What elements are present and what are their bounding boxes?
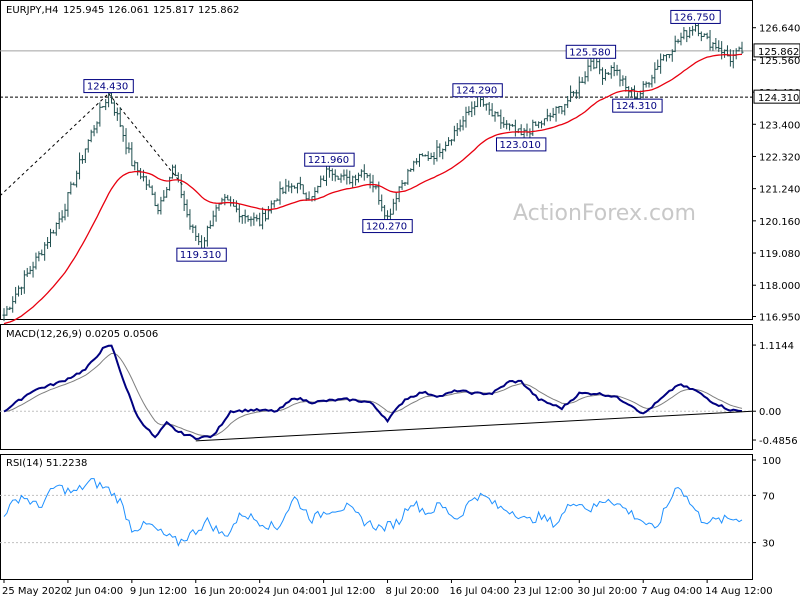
macd-trendline	[195, 410, 753, 442]
x-tick-label: 1 Jul 12:00	[322, 586, 376, 597]
pivot-label-box	[176, 247, 227, 262]
rsi-ytick-label: 30	[762, 539, 775, 550]
rsi-line	[3, 478, 743, 547]
trendline-dashed	[0, 93, 109, 197]
price-ytick-label: 118.000	[759, 281, 800, 292]
x-tick-label: 8 Jul 20:00	[386, 586, 440, 597]
pivot-label-box	[670, 9, 721, 24]
price-symbol-label: EURJPY,H4	[6, 5, 59, 16]
x-tick-label: 14 Aug 12:00	[705, 586, 772, 597]
x-tick-label: 16 Jun 20:00	[194, 586, 258, 597]
pivot-label-box	[362, 219, 413, 234]
rsi-ytick-label: 70	[762, 491, 775, 502]
x-tick-label: 16 Jul 04:00	[449, 586, 509, 597]
watermark: ActionForex.com	[513, 201, 696, 226]
pivot-label: 121.960	[308, 155, 349, 166]
macd-ytick-label: -0.4856	[759, 436, 798, 447]
rsi-layer	[0, 478, 752, 547]
x-tick-label: 9 Jun 12:00	[130, 586, 187, 597]
rsi-label: RSI(14) 51.2238	[6, 458, 87, 469]
price-panel-frame	[0, 0, 753, 320]
pivot-label: 124.290	[456, 86, 497, 97]
x-tick-label: 25 May 2020	[2, 586, 67, 597]
pivot-label-box	[83, 79, 134, 94]
pivot-label-box	[495, 137, 547, 152]
panel-frames	[0, 0, 753, 580]
header-value: 125.817	[153, 5, 194, 16]
rsi-panel-frame	[0, 454, 753, 580]
current-price-badge: 125.862	[758, 47, 799, 58]
pivot-label: 123.010	[499, 140, 540, 151]
pivot-label: 125.580	[569, 47, 610, 58]
rsi-ytick-label: 100	[762, 456, 781, 467]
pivot-label-box	[304, 152, 355, 167]
pivot-label-box	[452, 83, 503, 98]
support-badge: 124.310	[758, 93, 799, 104]
macd-main-line	[3, 344, 743, 440]
price-ytick-label: 122.320	[759, 152, 800, 163]
macd-layer	[0, 344, 753, 442]
pivot-label: 124.310	[616, 101, 657, 112]
trendline-dashed	[108, 93, 185, 188]
macd-label: MACD(12,26,9) 0.0205 0.0506	[6, 329, 158, 340]
price-ytick-label: 123.400	[759, 120, 800, 131]
header-value: 125.945	[63, 5, 104, 16]
price-ytick-label: 119.080	[759, 249, 800, 260]
pivot-label-box	[612, 98, 663, 113]
current-price-badge-box	[753, 43, 800, 58]
header-value: 126.061	[108, 5, 149, 16]
macd-signal-line	[3, 352, 743, 437]
macd-panel-frame	[0, 324, 753, 450]
price-ytick-label: 116.950	[759, 313, 800, 324]
x-tick-label: 23 Jul 12:00	[513, 586, 573, 597]
price-ytick-label: 126.640	[759, 24, 800, 35]
macd-ytick-label: 1.1144	[759, 341, 794, 352]
price-header-values: 125.945 126.061 125.817 125.862	[63, 5, 239, 16]
pivot-label: 120.270	[366, 222, 407, 233]
axis-layer: 126.640125.560124.480123.400122.320121.2…	[2, 24, 800, 597]
pivot-label: 126.750	[674, 12, 715, 23]
pivot-label: 119.310	[180, 250, 221, 261]
x-tick-label: 24 Jun 04:00	[258, 586, 322, 597]
x-tick-label: 2 Jun 04:00	[66, 586, 123, 597]
x-tick-label: 30 Jul 20:00	[577, 586, 637, 597]
price-ytick-label: 121.240	[759, 185, 800, 196]
pivot-label-box	[565, 44, 617, 59]
price-layer: 124.430 119.310 121.960 120.270 124.290 123.0…	[0, 9, 752, 325]
price-ytick-label: 120.160	[759, 217, 800, 228]
price-ytick-label: 125.560	[759, 56, 800, 67]
x-tick-label: 7 Aug 04:00	[641, 586, 702, 597]
macd-ytick-label: 0.00	[759, 407, 781, 418]
pivot-label: 124.430	[87, 82, 128, 93]
header-value: 125.862	[198, 5, 239, 16]
support-badge-box	[753, 89, 800, 104]
moving-average-line	[3, 53, 743, 325]
